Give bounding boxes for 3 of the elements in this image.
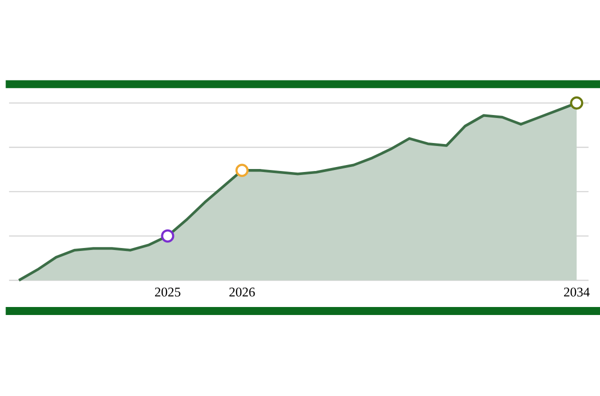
x-tick-label: 2025: [155, 288, 180, 296]
x-tick-label: 2034: [564, 288, 590, 296]
x-tick-label: 2026: [229, 288, 255, 296]
